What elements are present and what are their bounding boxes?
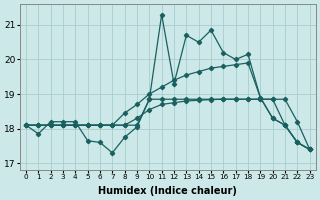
X-axis label: Humidex (Indice chaleur): Humidex (Indice chaleur) (98, 186, 237, 196)
